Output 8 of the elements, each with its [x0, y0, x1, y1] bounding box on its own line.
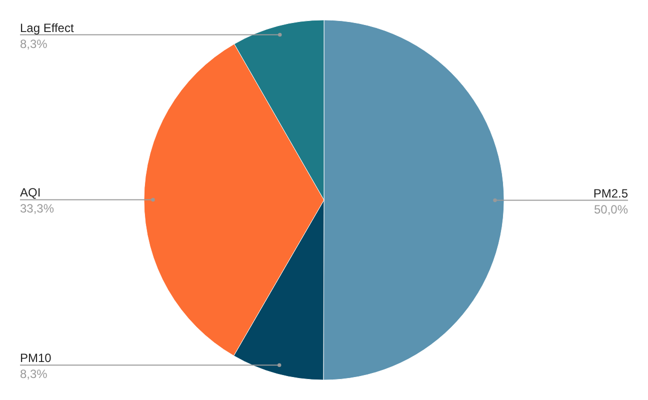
data-label: 8,3% — [20, 36, 48, 51]
data-label: 33,3% — [20, 202, 54, 216]
slice-label: Lag Effect — [20, 20, 74, 35]
slice-label: AQI — [20, 186, 41, 200]
data-label: 50,0% — [594, 202, 628, 216]
data-label: 8,3% — [20, 367, 48, 382]
slice-label: PM2.5 — [593, 186, 628, 200]
slice-label: PM10 — [20, 351, 52, 366]
